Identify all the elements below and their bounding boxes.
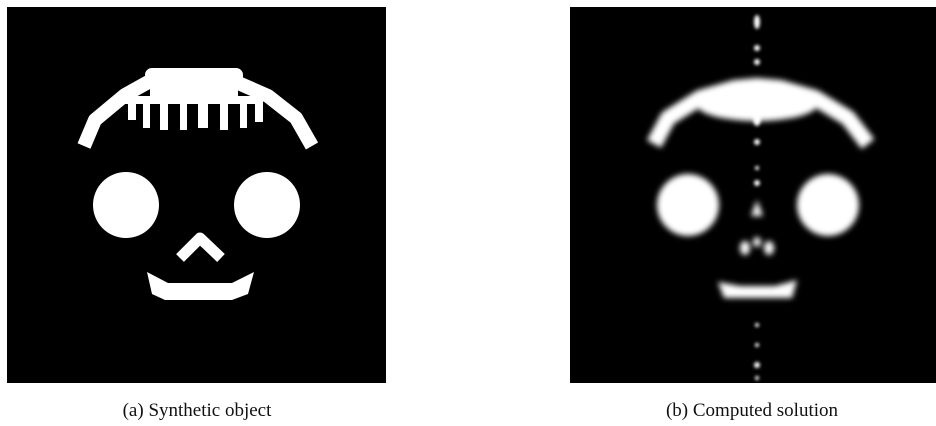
caption-b: (b) Computed solution bbox=[666, 400, 839, 421]
caption-a: (a) Synthetic object bbox=[123, 400, 273, 421]
caption: Synthetic object bbox=[148, 400, 272, 421]
panel-b-image bbox=[570, 7, 936, 383]
page: (a) Synthetic object (b bbox=[0, 0, 936, 426]
label: (b) bbox=[666, 400, 688, 421]
caption: Computed solution bbox=[693, 400, 839, 421]
panel-a-image bbox=[7, 7, 386, 383]
label: (a) bbox=[123, 400, 144, 421]
figure: (a) Synthetic object (b bbox=[0, 0, 936, 426]
